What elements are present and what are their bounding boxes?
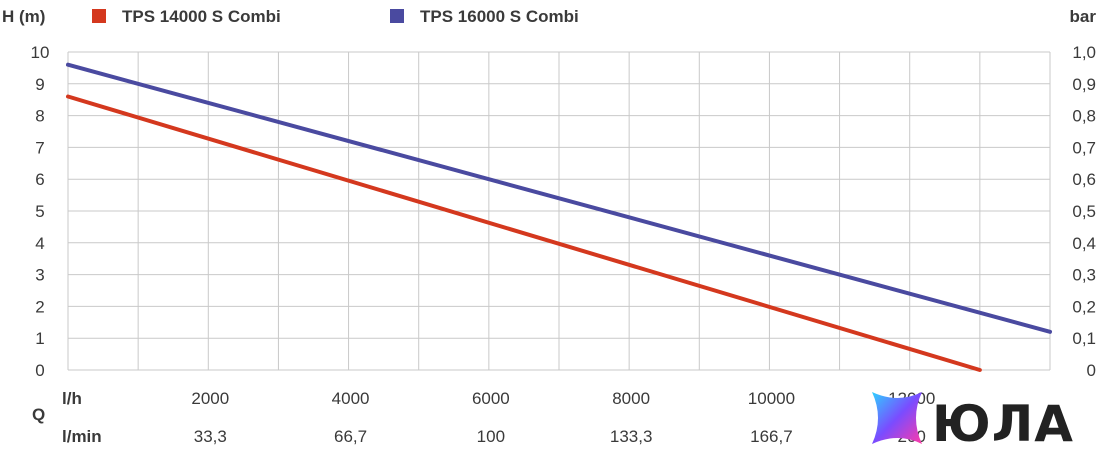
y-ticks-right: 0 0,1 0,2 0,3 0,4 0,5 0,6 0,7 0,8 0,9 1,0 [1072,43,1096,380]
legend-swatch-tps-16000 [390,9,404,23]
x-unit-primary: l/h [62,389,82,408]
y-tick-label-right: 0 [1087,361,1096,380]
y-axis-left-title: H (m) [2,7,45,26]
y-tick-label-right: 0,9 [1072,75,1096,94]
y-tick-label-left: 5 [35,202,44,221]
x-tick-label: 6000 [472,389,510,408]
y-tick-label-right: 0,4 [1072,234,1096,253]
legend-swatch-tps-14000 [92,9,106,23]
x-secondary-tick-label: 100 [477,427,505,446]
y-tick-label-left: 8 [35,107,44,126]
y-axis-right-title: bar [1070,7,1097,26]
y-tick-label-right: 0,2 [1072,297,1096,316]
legend: TPS 14000 S Combi TPS 16000 S Combi [92,7,579,26]
y-tick-label-right: 0,7 [1072,138,1096,157]
watermark-text: ЮЛА [932,395,1074,449]
x-axis-title: Q [32,405,45,424]
y-tick-label-left: 4 [35,234,44,253]
y-tick-label-right: 0,1 [1072,329,1096,348]
x-tick-label: 2000 [191,389,229,408]
x-tick-label: 8000 [612,389,650,408]
y-tick-label-left: 7 [35,138,44,157]
watermark: ЮЛА [872,392,1074,449]
legend-label-tps-16000: TPS 16000 S Combi [420,7,579,26]
y-tick-label-left: 3 [35,266,44,285]
legend-label-tps-14000: TPS 14000 S Combi [122,7,281,26]
y-tick-label-right: 1,0 [1072,43,1096,62]
x-tick-label: 4000 [332,389,370,408]
y-tick-label-right: 0,6 [1072,170,1096,189]
x-tick-label: 10000 [748,389,795,408]
y-tick-label-right: 0,3 [1072,266,1096,285]
y-tick-label-left: 10 [31,43,50,62]
x-secondary-tick-label: 66,7 [334,427,367,446]
x-secondary-tick-label: 166,7 [750,427,793,446]
x-secondary-tick-label: 133,3 [610,427,653,446]
y-ticks-left: 0 1 2 3 4 5 6 7 8 9 10 [31,43,50,380]
x-ticks: 20004000600080001000012000 [191,389,935,408]
x-secondary-tick-label: 33,3 [194,427,227,446]
x-unit-secondary: l/min [62,427,102,446]
yula-star-icon [872,392,922,444]
series-line-tps-16000 [66,62,1052,334]
y-tick-label-right: 0,5 [1072,202,1096,221]
series-line-tps-14000 [66,94,982,372]
grid [67,51,1051,371]
y-tick-label-left: 1 [35,329,44,348]
y-tick-label-left: 0 [35,361,44,380]
series-lines [66,62,1052,372]
y-tick-label-left: 9 [35,75,44,94]
y-tick-label-left: 2 [35,297,44,316]
y-tick-label-right: 0,8 [1072,107,1096,126]
y-tick-label-left: 6 [35,170,44,189]
